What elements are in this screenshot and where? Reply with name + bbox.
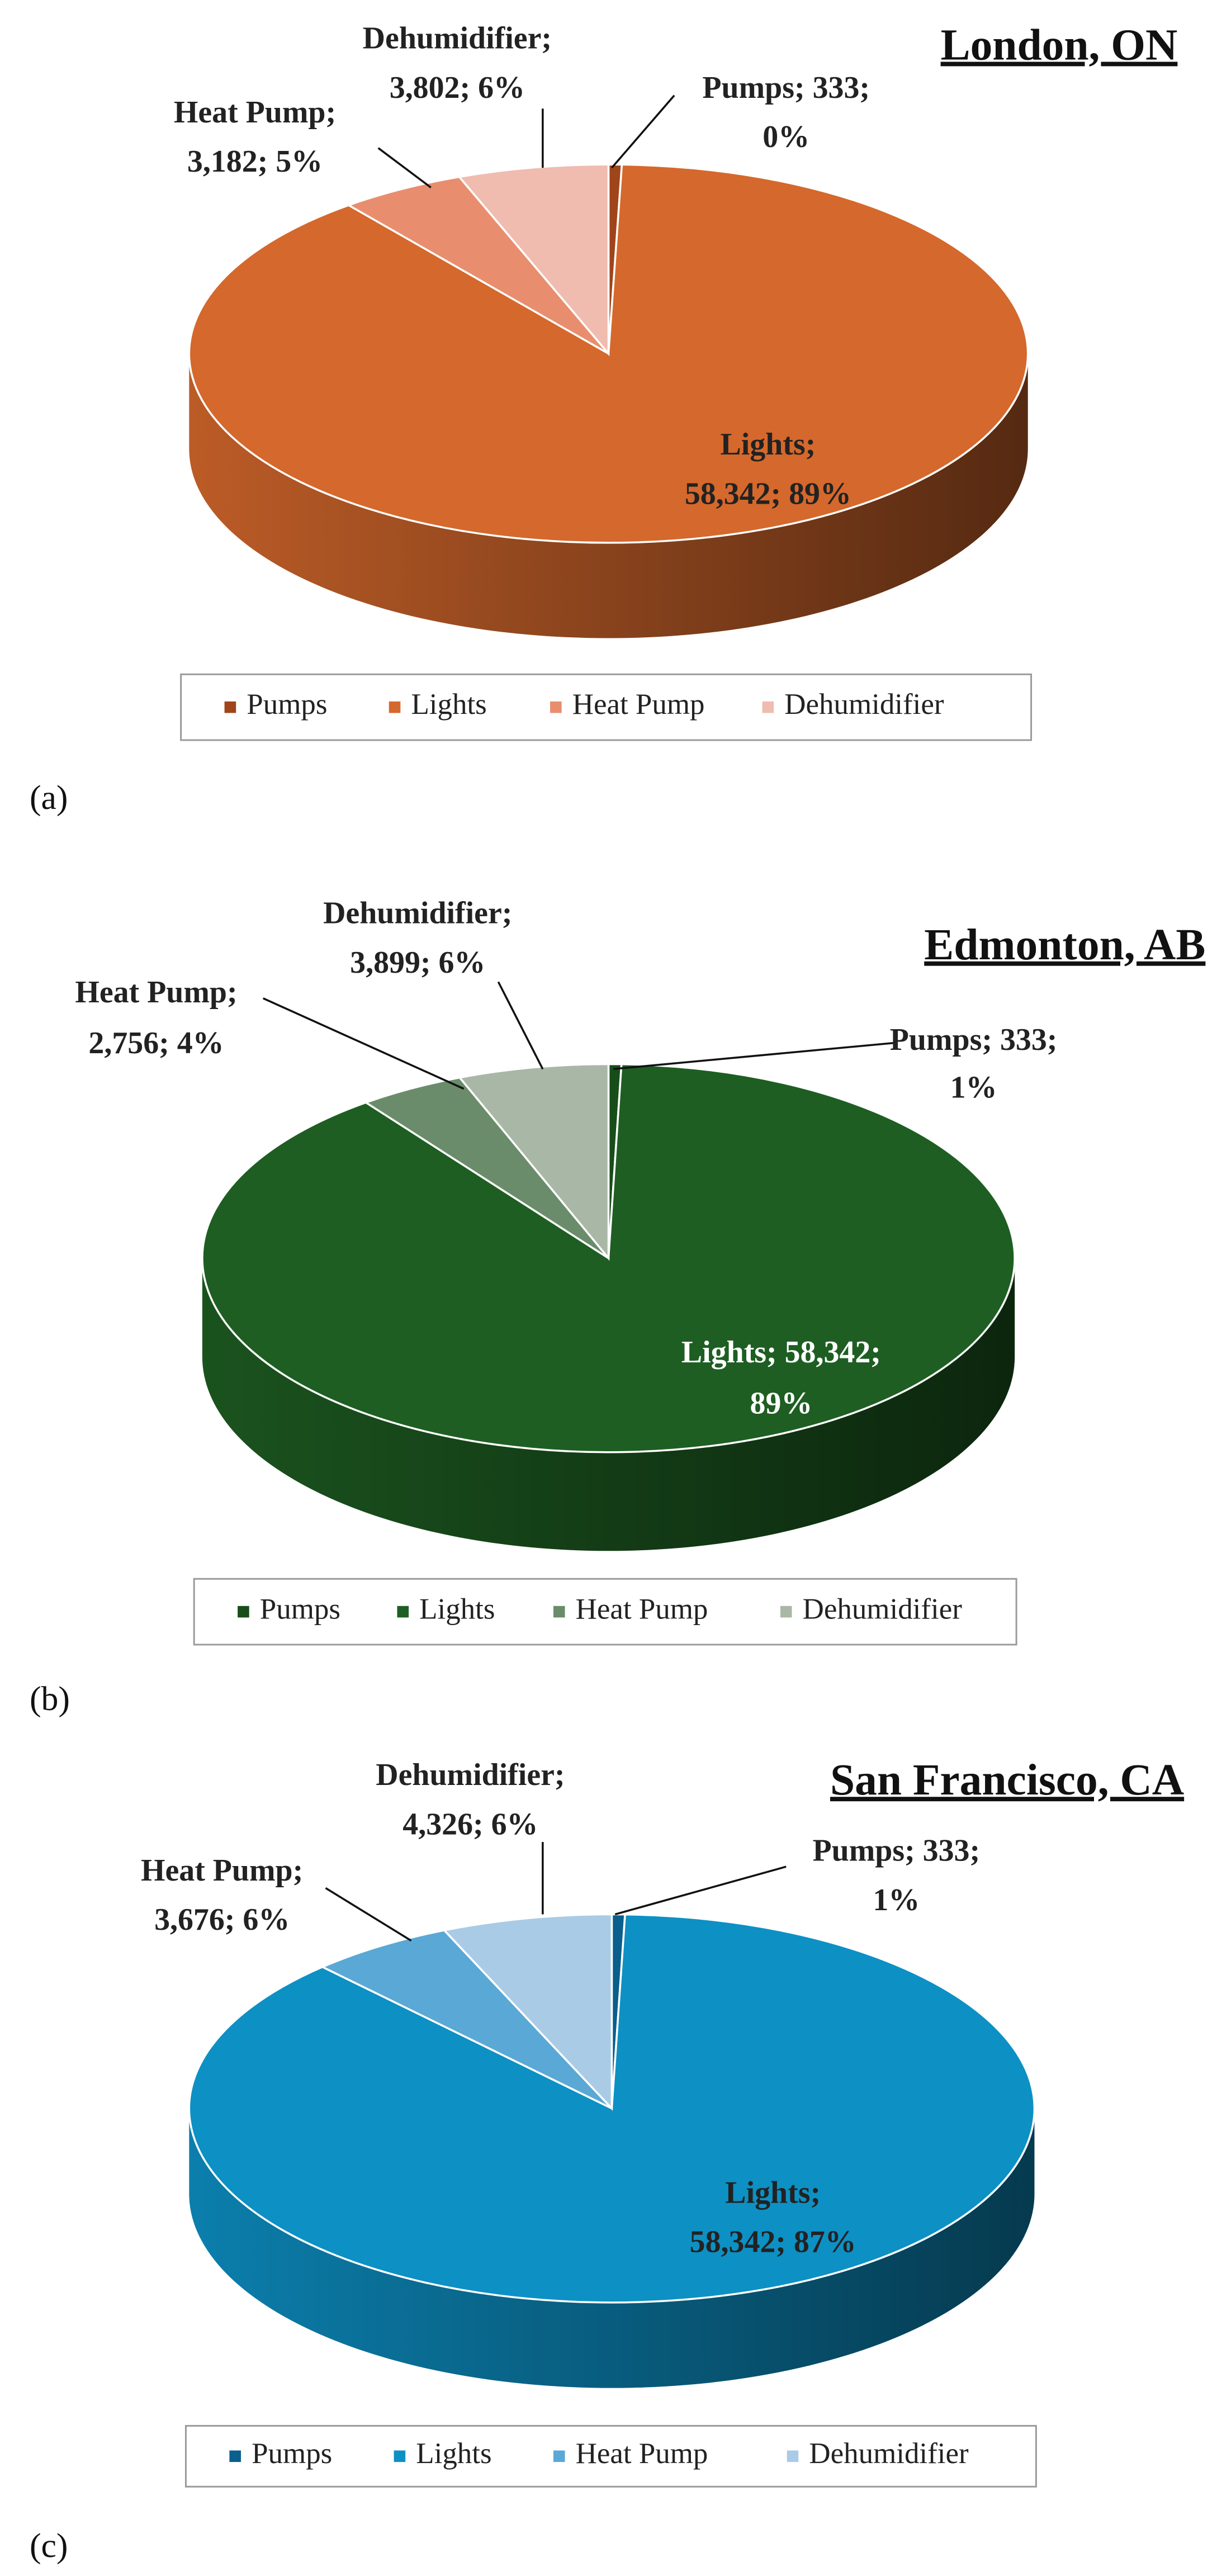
data-label: Heat Pump; 2,756; 4% <box>75 975 237 1060</box>
panel-label: (c) <box>30 2527 68 2565</box>
data-label: Heat Pump; 3,182; 5% <box>174 95 336 179</box>
legend-label: Lights <box>416 2437 491 2470</box>
data-label-line: Dehumidifier; <box>363 21 552 55</box>
legend-label: Heat Pump <box>576 2437 708 2470</box>
leader-line <box>611 94 675 169</box>
legend-box <box>193 1578 1017 1646</box>
data-label-line: 3,899; 6% <box>350 945 485 980</box>
data-label-line: Pumps; 333; <box>890 1022 1058 1057</box>
pie-chart: San Francisco, CA (c) Pumps; 333; 1% Lights;… <box>30 1755 1184 2565</box>
chart-title: Edmonton, AB <box>924 920 1205 969</box>
legend-marker <box>780 1606 792 1618</box>
legend-label: Dehumidifier <box>809 2437 969 2470</box>
legend-label: Heat Pump <box>572 688 705 721</box>
data-label-line: 4,326; 6% <box>402 1807 538 1841</box>
leader-line <box>614 1865 787 1916</box>
data-label-line: Heat Pump; <box>75 975 237 1010</box>
pie-slice <box>363 1076 609 1259</box>
pie-chart: London, ON (a) Pumps; 333; 0% Lights; 58,342;… <box>30 21 1177 817</box>
data-label-line: Pumps; 333; <box>813 1833 981 1868</box>
pie-slice <box>346 176 609 355</box>
pie-side-shade <box>189 2108 1035 2388</box>
data-label-line: 2,756; 4% <box>88 1026 224 1060</box>
data-label: Pumps; 333; 0% <box>702 70 870 154</box>
data-label: Dehumidifier; 3,899; 6% <box>323 896 512 980</box>
pie-slice <box>457 163 610 357</box>
legend-marker <box>550 701 562 713</box>
data-label-line: 58,342; 87% <box>690 2225 856 2260</box>
leader-line <box>325 1887 412 1942</box>
chart-title: London, ON <box>941 21 1178 70</box>
pie-side-shade <box>189 353 1028 638</box>
data-label: Dehumidifier; 4,326; 6% <box>376 1758 565 1841</box>
legend-label: Pumps <box>247 688 327 721</box>
data-label: Dehumidifier; 3,802; 6% <box>363 21 552 105</box>
leader-line <box>497 981 544 1070</box>
legend-label: Lights <box>411 688 486 721</box>
data-label-line: 3,802; 6% <box>390 70 525 105</box>
legend-marker <box>553 2450 565 2463</box>
data-label-line: Lights; 58,342; <box>681 1335 881 1370</box>
data-label-line: 3,182; 5% <box>187 144 323 179</box>
leader-line <box>613 1041 897 1071</box>
legend-label: Pumps <box>252 2437 332 2470</box>
legend-label: Dehumidifier <box>803 1593 963 1625</box>
data-label: Lights; 58,342; 89% <box>681 1335 881 1420</box>
legend-marker <box>224 701 236 713</box>
data-label-line: Heat Pump; <box>141 1853 303 1888</box>
pie-slice <box>458 1063 610 1261</box>
data-label: Lights; 58,342; 89% <box>685 427 851 511</box>
data-label: Pumps; 333; 1% <box>890 1022 1058 1105</box>
chart-title: San Francisco, CA <box>830 1755 1184 1805</box>
pie-chart: Edmonton, AB (b) Pumps; 333; 1% Lights; 58,3… <box>30 896 1205 1718</box>
legend-marker <box>394 2450 406 2463</box>
data-label-line: 1% <box>950 1070 997 1105</box>
legend-marker <box>397 1606 409 1618</box>
pie-sides <box>189 353 1028 638</box>
panel-label: (b) <box>30 1680 70 1718</box>
pie-sides <box>202 1258 1015 1551</box>
legend-marker <box>389 701 401 713</box>
data-label-line: 89% <box>750 1386 813 1420</box>
data-label-line: 1% <box>873 1883 920 1917</box>
legend-box <box>184 2425 1037 2488</box>
data-label-line: Dehumidifier; <box>323 896 512 931</box>
legend-label: Heat Pump <box>576 1593 708 1625</box>
leader-line <box>377 147 432 188</box>
data-label-line: Pumps; 333; <box>702 70 870 105</box>
data-label-line: Lights; <box>725 2175 821 2210</box>
legend-marker <box>787 2450 799 2463</box>
legend-label: Pumps <box>260 1593 340 1625</box>
pie-sides <box>189 2108 1035 2388</box>
legend-label: Dehumidifier <box>784 688 944 721</box>
data-label-line: 3,676; 6% <box>154 1902 290 1937</box>
pie-slice <box>442 1913 613 2111</box>
pie-slice <box>320 1929 613 2110</box>
data-label: Pumps; 333; 1% <box>813 1833 981 1917</box>
legend-marker <box>762 701 774 713</box>
legend-box <box>180 673 1033 741</box>
pie-side-shade <box>202 1258 1015 1551</box>
legend-marker <box>229 2450 241 2463</box>
data-label-line: Heat Pump; <box>174 95 336 130</box>
data-label: Lights; 58,342; 87% <box>690 2175 856 2259</box>
data-label: Heat Pump; 3,676; 6% <box>141 1853 303 1937</box>
legend-label: Lights <box>419 1593 495 1625</box>
panel-label: (a) <box>30 779 68 817</box>
legend-marker <box>238 1606 249 1618</box>
leader-line <box>262 997 465 1090</box>
data-label-line: 0% <box>763 120 809 154</box>
data-label-line: 58,342; 89% <box>685 476 851 511</box>
data-label-line: Lights; <box>720 427 816 462</box>
legend-marker <box>553 1606 565 1618</box>
data-label-line: Dehumidifier; <box>376 1758 565 1792</box>
